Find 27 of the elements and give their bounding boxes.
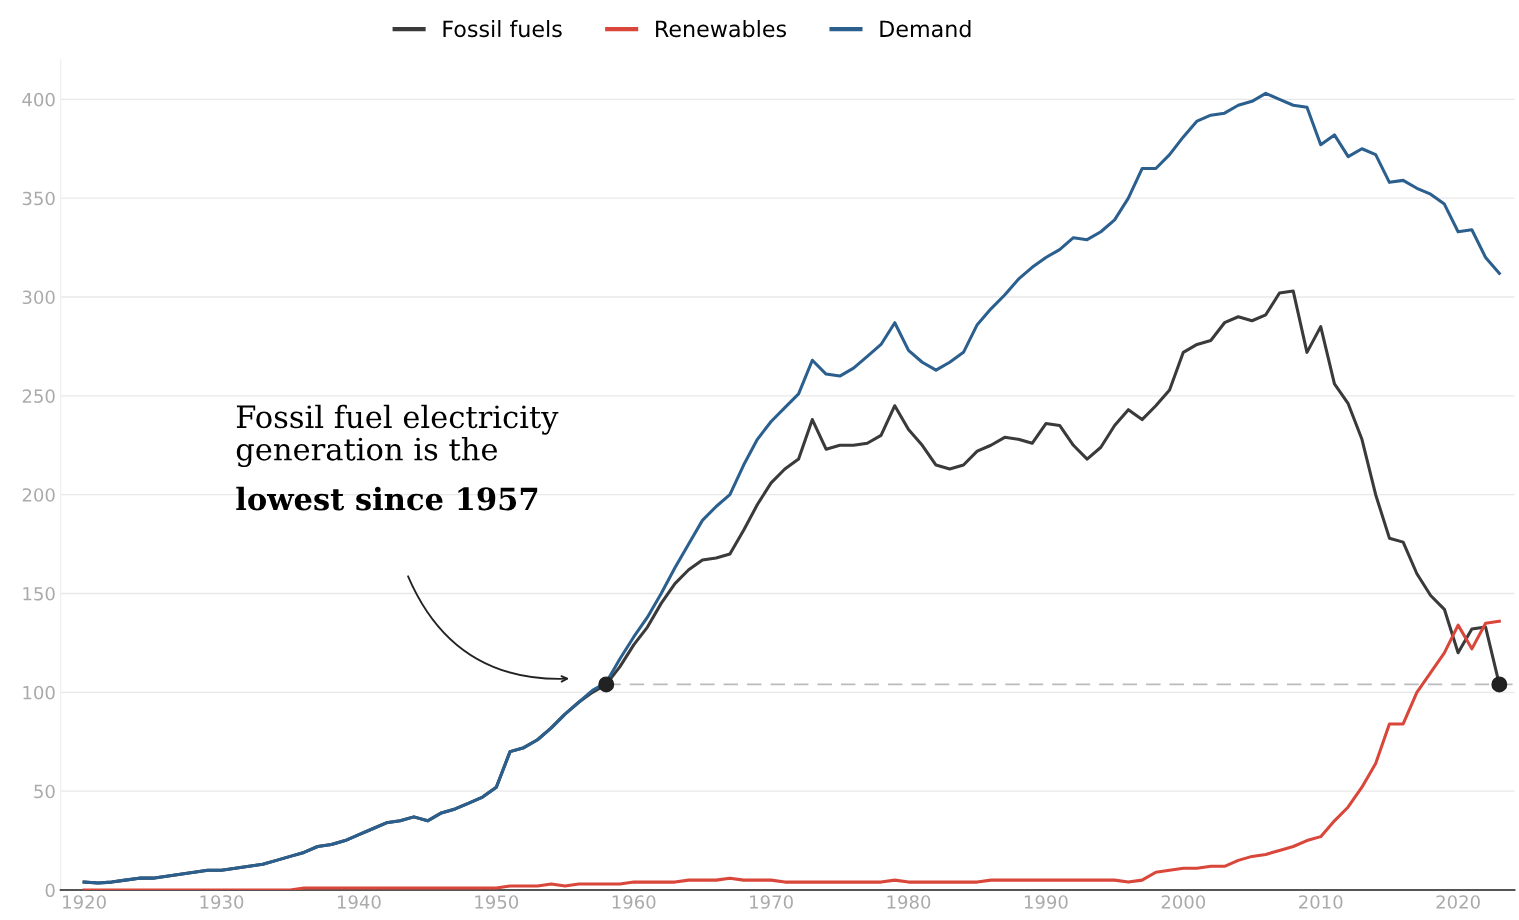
y-tick-label: 250 (22, 389, 55, 403)
line-series (82, 619, 1501, 891)
x-tick-label: 2000 (1161, 895, 1206, 909)
x-tick-label: 1980 (887, 895, 931, 909)
legend-label: Renewables (656, 20, 786, 38)
x-tick-label: 1930 (200, 895, 244, 909)
y-tick-label: 350 (22, 191, 55, 206)
x-tick-label: 1920 (63, 895, 106, 909)
x-tick-label: 1960 (612, 895, 656, 909)
x-tick-label: 1970 (750, 895, 793, 909)
y-tick-label: 0 (45, 883, 55, 898)
y-tick-label: 150 (23, 586, 55, 601)
y-tick-label: 400 (22, 92, 55, 107)
x-tick-label: 1950 (475, 895, 519, 909)
y-tick-label: 100 (23, 685, 55, 700)
y-tick-label: 200 (22, 488, 55, 502)
y-tick-label: 300 (22, 290, 55, 305)
x-tick-label: 1940 (337, 895, 381, 909)
x-tick-label: 1990 (1024, 895, 1068, 909)
annotation: Fossil fuel electricity generation is the (236, 404, 559, 467)
x-tick-label: 2020 (1436, 895, 1480, 909)
annotation: lowest since 1957 (236, 486, 538, 511)
legend-label: Demand (880, 20, 971, 38)
y-tick-label: 50 (34, 784, 55, 799)
line-series (82, 91, 1501, 885)
legend-label: Fossil fuels (443, 20, 562, 38)
x-tick-label: 2010 (1299, 895, 1343, 909)
